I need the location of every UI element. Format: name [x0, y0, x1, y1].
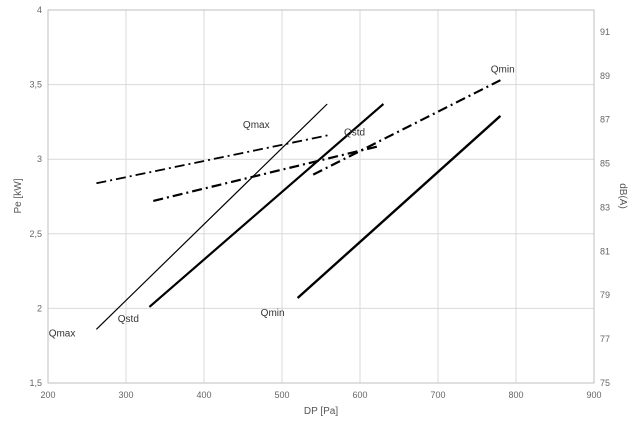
x-axis-title: DP [Pa]	[304, 406, 338, 417]
y2-tick-label: 81	[600, 246, 610, 256]
series-line-1	[95, 103, 328, 330]
annotation-label: Qstd	[344, 127, 365, 138]
tick-labels: 200 300 400 500 600 700 800 900 1,5 2 2,5 3 3,5 4 75 77…	[29, 5, 610, 400]
y-tick-label: 1,5	[29, 378, 42, 388]
y2-axis-title: dB(A)	[617, 183, 628, 209]
x-tick-label: 600	[352, 390, 367, 400]
series-line-6	[312, 79, 501, 176]
annotation-label: Qstd	[118, 314, 139, 325]
y-tick-label: 3,5	[29, 80, 42, 90]
series-line-2	[148, 103, 385, 308]
plot-frame	[47, 9, 595, 384]
y2-tick-label: 79	[600, 290, 610, 300]
annotations: Qmax Qstd Qmin Qmax Qstd Qmin	[49, 65, 515, 340]
y-tick-label: 2,5	[29, 229, 42, 239]
y2-tick-label: 75	[600, 378, 610, 388]
annotation-label: Qmax	[243, 120, 270, 131]
y-tick-label: 3	[37, 154, 42, 164]
y-axis-title: Pe [kW]	[13, 178, 24, 213]
y2-tick-label: 89	[600, 71, 610, 81]
series-layer	[95, 79, 502, 330]
annotation-label: Qmin	[491, 65, 515, 76]
y2-tick-label: 83	[600, 202, 610, 212]
x-tick-label: 300	[118, 390, 133, 400]
x-tick-label: 800	[508, 390, 523, 400]
y-tick-label: 4	[37, 5, 42, 15]
x-tick-label: 200	[40, 390, 55, 400]
x-tick-label: 400	[196, 390, 211, 400]
x-tick-label: 500	[274, 390, 289, 400]
y2-tick-label: 87	[600, 115, 610, 125]
series-line-3	[296, 115, 502, 299]
x-tick-label: 900	[586, 390, 601, 400]
y-tick-label: 2	[37, 303, 42, 313]
x-tick-label: 700	[430, 390, 445, 400]
annotation-label: Qmin	[261, 308, 285, 319]
y2-tick-label: 85	[600, 159, 610, 169]
y2-tick-label: 91	[600, 27, 610, 37]
annotation-label: Qmax	[49, 329, 76, 340]
y2-tick-label: 77	[600, 334, 610, 344]
series-line-5	[153, 144, 380, 202]
